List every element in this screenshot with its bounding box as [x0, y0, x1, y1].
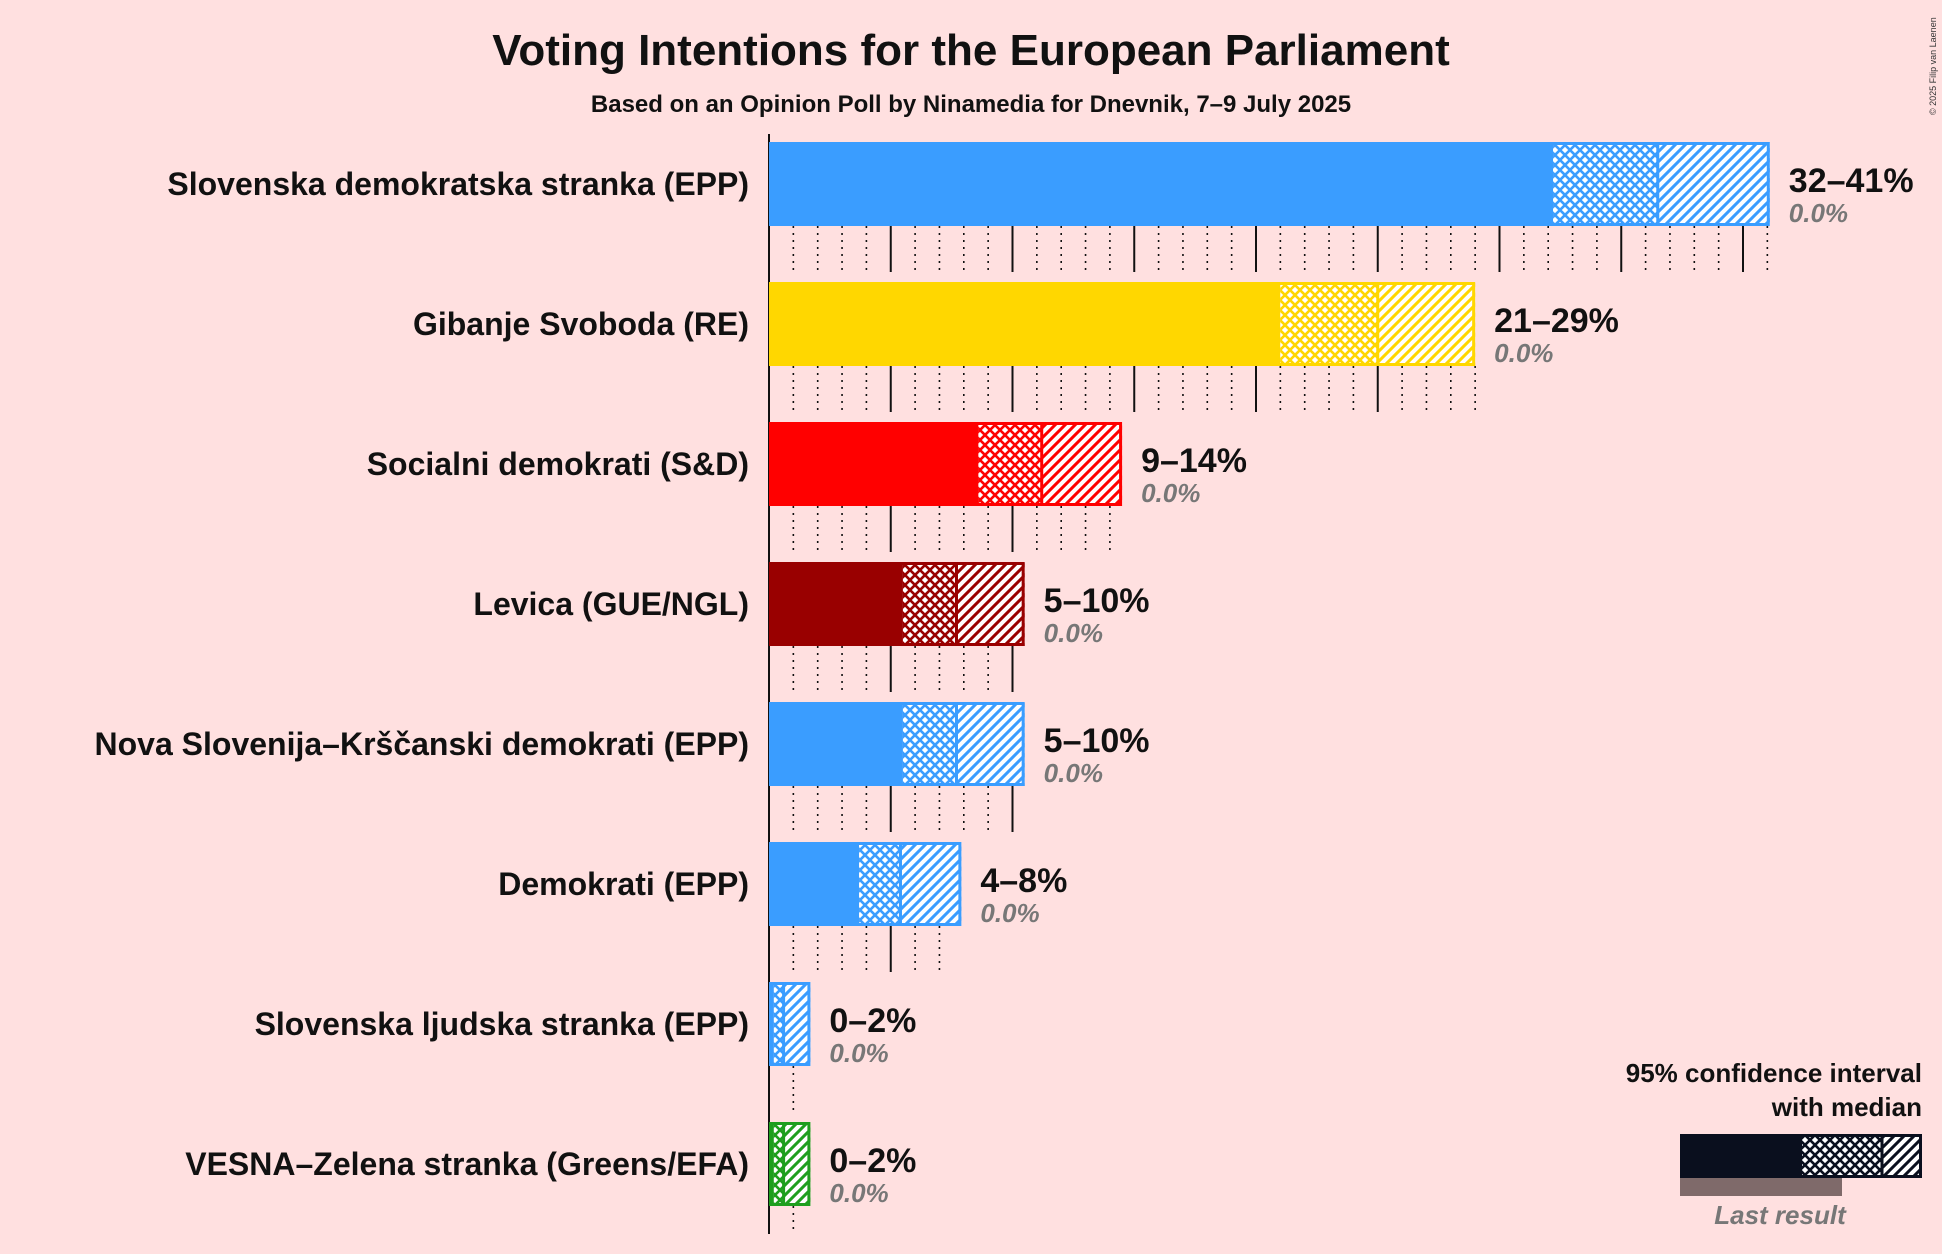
- party-label: Levica (GUE/NGL): [473, 586, 749, 622]
- last-result-label: 0.0%: [1044, 758, 1103, 788]
- bar-hatch: [783, 1122, 811, 1206]
- bar-outline: [769, 422, 1123, 506]
- bar-hatch: [900, 842, 962, 926]
- last-result-label: 0.0%: [980, 898, 1039, 928]
- party-row: Demokrati (EPP) 4–8%0.0%: [498, 842, 1067, 928]
- range-label: 0–2%: [829, 1142, 916, 1180]
- bar-outline: [769, 142, 1770, 226]
- party-label: Slovenska demokratska stranka (EPP): [167, 166, 749, 202]
- chart-subtitle: Based on an Opinion Poll by Ninamedia fo…: [591, 91, 1351, 118]
- legend-bar-crosshatch: [1802, 1134, 1882, 1178]
- last-result-label: 0.0%: [829, 1038, 888, 1068]
- bar-outline: [769, 282, 1476, 366]
- bars: Slovenska demokratska stranka (EPP) 32–41…: [95, 142, 1914, 1208]
- legend-title-line2: with median: [1771, 1092, 1922, 1122]
- legend-last-result-bar: [1680, 1178, 1842, 1196]
- bar-outline: [769, 842, 962, 926]
- last-result-label: 0.0%: [1789, 198, 1848, 228]
- range-label: 5–10%: [1044, 582, 1150, 620]
- bar-solid: [769, 422, 979, 506]
- bar-solid: [769, 142, 1554, 226]
- range-label: 21–29%: [1494, 302, 1619, 340]
- party-label: Nova Slovenija–Krščanski demokrati (EPP): [95, 726, 749, 762]
- bar-solid: [769, 562, 903, 646]
- bar-hatch: [956, 702, 1025, 786]
- party-label: VESNA–Zelena stranka (Greens/EFA): [185, 1146, 749, 1182]
- legend-title-line1: 95% confidence interval: [1626, 1058, 1922, 1088]
- bar-crosshatch: [1553, 142, 1658, 226]
- bar-outline: [769, 562, 1025, 646]
- last-result-label: 0.0%: [829, 1178, 888, 1208]
- party-label: Demokrati (EPP): [498, 866, 749, 902]
- legend-bar-outline: [1680, 1134, 1922, 1178]
- bar-solid: [769, 702, 903, 786]
- bar-hatch: [1377, 282, 1476, 366]
- bar-crosshatch: [773, 1122, 784, 1206]
- party-row: Slovenska demokratska stranka (EPP) 32–41…: [167, 142, 1914, 228]
- bar-hatch: [783, 982, 811, 1066]
- party-label: Gibanje Svoboda (RE): [413, 306, 749, 342]
- party-row: Slovenska ljudska stranka (EPP) 0–2%0.0%: [255, 982, 916, 1068]
- party-label: Slovenska ljudska stranka (EPP): [255, 1006, 749, 1042]
- range-label: 4–8%: [980, 862, 1067, 900]
- bar-crosshatch: [902, 702, 957, 786]
- party-label: Socialni demokrati (S&D): [367, 446, 749, 482]
- bar-crosshatch: [978, 422, 1042, 506]
- legend-last-result-label: Last result: [1714, 1200, 1847, 1230]
- legend-bar-solid: [1680, 1134, 1802, 1178]
- party-row: Levica (GUE/NGL) 5–10%0.0%: [473, 562, 1150, 648]
- party-row: Socialni demokrati (S&D) 9–14%0.0%: [367, 422, 1247, 508]
- party-row: VESNA–Zelena stranka (Greens/EFA) 0–2%0.0…: [185, 1122, 916, 1208]
- party-row: Gibanje Svoboda (RE) 21–29%0.0%: [413, 282, 1619, 368]
- range-label: 32–41%: [1789, 162, 1914, 200]
- bar-crosshatch: [773, 982, 784, 1066]
- bar-outline: [769, 1122, 811, 1206]
- bar-outline: [769, 702, 1025, 786]
- range-label: 5–10%: [1044, 722, 1150, 760]
- chart-title: Voting Intentions for the European Parli…: [492, 26, 1450, 75]
- bar-hatch: [956, 562, 1025, 646]
- copyright-note: © 2025 Filip van Laenen: [1928, 17, 1938, 115]
- bar-crosshatch: [902, 562, 957, 646]
- range-label: 9–14%: [1141, 442, 1247, 480]
- bar-solid: [769, 842, 860, 926]
- last-result-label: 0.0%: [1044, 618, 1103, 648]
- last-result-label: 0.0%: [1494, 338, 1553, 368]
- bar-crosshatch: [1280, 282, 1378, 366]
- bar-hatch: [1041, 422, 1123, 506]
- bar-crosshatch: [859, 842, 901, 926]
- last-result-label: 0.0%: [1141, 478, 1200, 508]
- bar-outline: [769, 982, 811, 1066]
- legend: 95% confidence interval with median Last r…: [1626, 1058, 1922, 1230]
- range-label: 0–2%: [829, 1002, 916, 1040]
- bar-solid: [769, 282, 1281, 366]
- party-row: Nova Slovenija–Krščanski demokrati (EPP)…: [95, 702, 1150, 788]
- bar-hatch: [1657, 142, 1770, 226]
- legend-bar-hatch: [1882, 1134, 1922, 1178]
